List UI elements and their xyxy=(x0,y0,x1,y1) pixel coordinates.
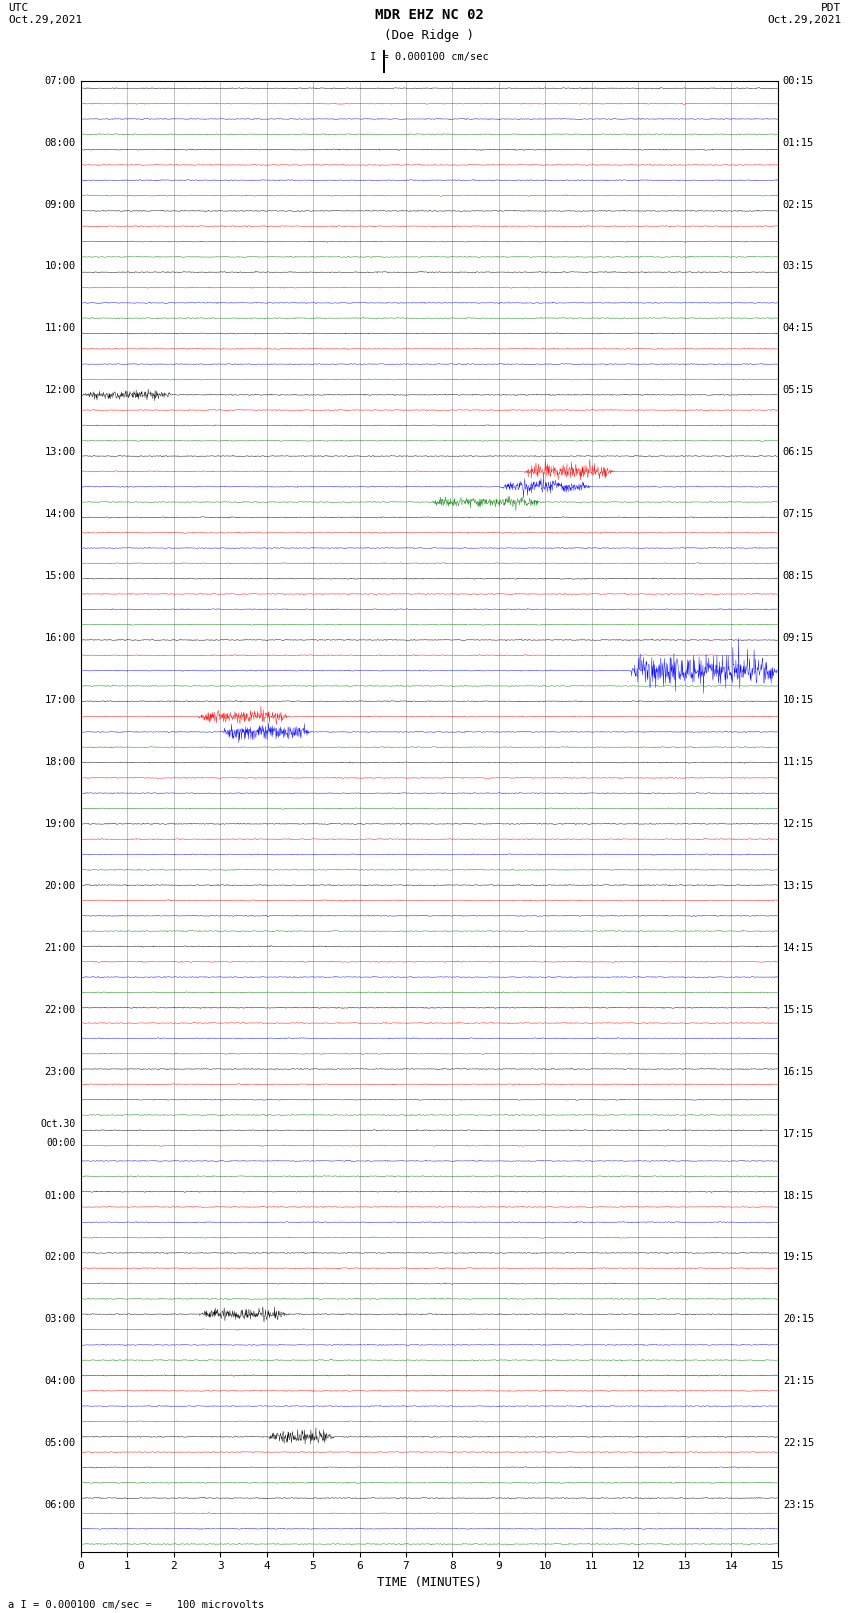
Text: 09:00: 09:00 xyxy=(44,200,76,210)
Text: 18:00: 18:00 xyxy=(44,756,76,766)
Text: 22:00: 22:00 xyxy=(44,1005,76,1015)
Text: MDR EHZ NC 02: MDR EHZ NC 02 xyxy=(375,8,484,23)
Text: 13:15: 13:15 xyxy=(783,881,814,890)
Text: 19:15: 19:15 xyxy=(783,1253,814,1263)
Text: 03:00: 03:00 xyxy=(44,1315,76,1324)
Text: PDT
Oct.29,2021: PDT Oct.29,2021 xyxy=(768,3,842,24)
Text: 08:15: 08:15 xyxy=(783,571,814,581)
Text: 12:15: 12:15 xyxy=(783,819,814,829)
Text: 10:15: 10:15 xyxy=(783,695,814,705)
Text: 17:00: 17:00 xyxy=(44,695,76,705)
Text: 06:15: 06:15 xyxy=(783,447,814,456)
Text: UTC
Oct.29,2021: UTC Oct.29,2021 xyxy=(8,3,82,24)
Text: 12:00: 12:00 xyxy=(44,386,76,395)
Text: 02:00: 02:00 xyxy=(44,1253,76,1263)
Text: 21:15: 21:15 xyxy=(783,1376,814,1386)
Text: 11:00: 11:00 xyxy=(44,324,76,334)
Text: 21:00: 21:00 xyxy=(44,944,76,953)
Text: 18:15: 18:15 xyxy=(783,1190,814,1200)
Text: 03:15: 03:15 xyxy=(783,261,814,271)
Text: 01:00: 01:00 xyxy=(44,1190,76,1200)
Text: 07:00: 07:00 xyxy=(44,76,76,85)
Text: 16:15: 16:15 xyxy=(783,1066,814,1076)
Text: 04:15: 04:15 xyxy=(783,324,814,334)
Text: 09:15: 09:15 xyxy=(783,634,814,644)
Text: 13:00: 13:00 xyxy=(44,447,76,456)
Text: 05:00: 05:00 xyxy=(44,1439,76,1448)
Text: 19:00: 19:00 xyxy=(44,819,76,829)
Text: 08:00: 08:00 xyxy=(44,137,76,147)
Text: 05:15: 05:15 xyxy=(783,386,814,395)
Text: 14:00: 14:00 xyxy=(44,510,76,519)
Text: a I = 0.000100 cm/sec =    100 microvolts: a I = 0.000100 cm/sec = 100 microvolts xyxy=(8,1600,264,1610)
Text: 20:15: 20:15 xyxy=(783,1315,814,1324)
Text: 22:15: 22:15 xyxy=(783,1439,814,1448)
Text: 11:15: 11:15 xyxy=(783,756,814,766)
Text: 04:00: 04:00 xyxy=(44,1376,76,1386)
Text: 01:15: 01:15 xyxy=(783,137,814,147)
Text: 15:15: 15:15 xyxy=(783,1005,814,1015)
Text: 06:00: 06:00 xyxy=(44,1500,76,1510)
Text: 00:15: 00:15 xyxy=(783,76,814,85)
Text: 23:00: 23:00 xyxy=(44,1066,76,1076)
Text: 07:15: 07:15 xyxy=(783,510,814,519)
Text: 16:00: 16:00 xyxy=(44,634,76,644)
Text: (Doe Ridge ): (Doe Ridge ) xyxy=(384,29,474,42)
Text: 17:15: 17:15 xyxy=(783,1129,814,1139)
Text: 14:15: 14:15 xyxy=(783,944,814,953)
Text: 02:15: 02:15 xyxy=(783,200,814,210)
Text: 10:00: 10:00 xyxy=(44,261,76,271)
Text: 23:15: 23:15 xyxy=(783,1500,814,1510)
Text: I = 0.000100 cm/sec: I = 0.000100 cm/sec xyxy=(370,52,489,61)
Text: Oct.30: Oct.30 xyxy=(41,1119,76,1129)
Text: 15:00: 15:00 xyxy=(44,571,76,581)
X-axis label: TIME (MINUTES): TIME (MINUTES) xyxy=(377,1576,482,1589)
Text: 20:00: 20:00 xyxy=(44,881,76,890)
Text: 00:00: 00:00 xyxy=(46,1139,76,1148)
